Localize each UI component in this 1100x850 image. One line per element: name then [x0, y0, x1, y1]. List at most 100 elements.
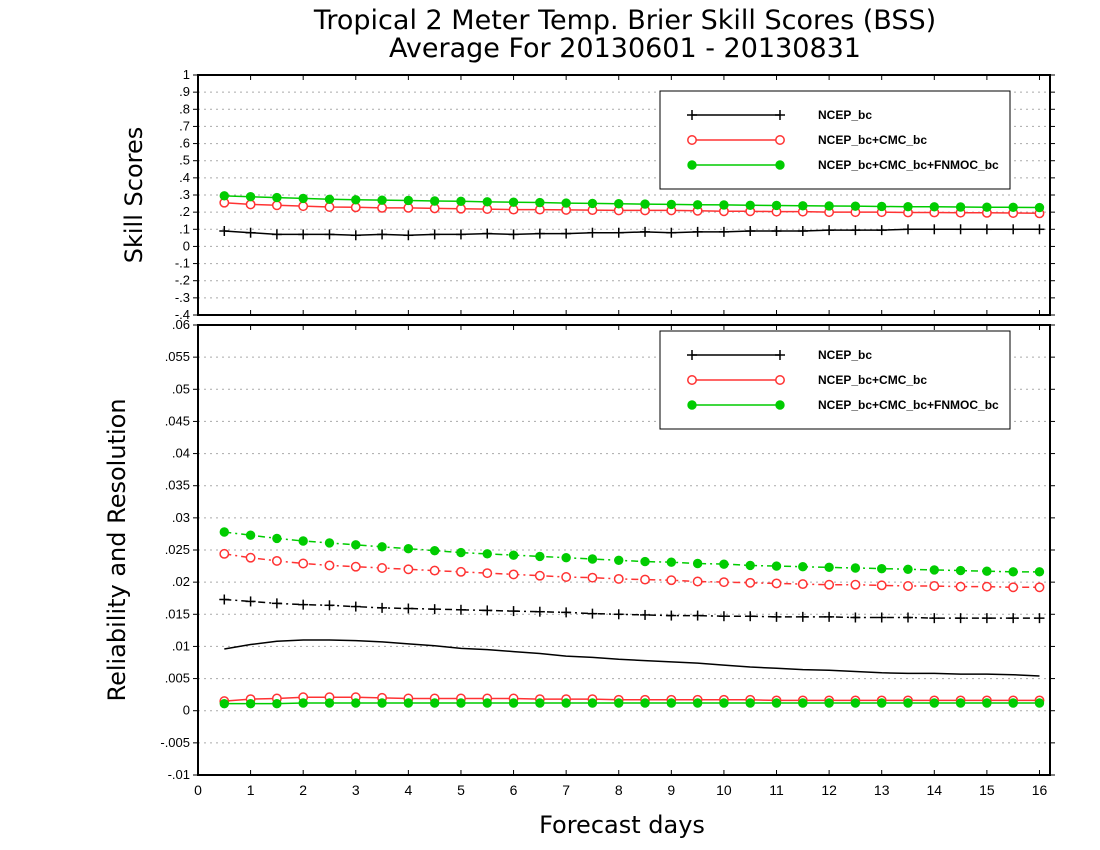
data-point: [640, 199, 650, 209]
data-point: [1008, 202, 1018, 213]
data-point: [745, 577, 756, 588]
data-point: [271, 200, 282, 211]
x-tick-label: 3: [352, 782, 360, 798]
data-point: [245, 698, 256, 709]
data-point: [640, 698, 650, 708]
data-point: [955, 698, 966, 708]
y-tick-label: .4: [179, 170, 190, 185]
data-point: [561, 572, 572, 582]
y-tick-label: .6: [179, 136, 190, 151]
legend-label: NCEP_bc: [818, 348, 872, 362]
data-point: [929, 565, 939, 575]
x-tick-label: 6: [510, 782, 518, 798]
data-point: [298, 698, 308, 708]
data-point: [429, 545, 440, 556]
data-point: [508, 698, 519, 708]
data-point: [850, 579, 861, 590]
y-tick-label: .04: [172, 446, 190, 461]
data-point: [298, 536, 308, 546]
y-tick-label: .1: [179, 221, 190, 236]
series-line: [224, 598, 1040, 619]
x-tick-label: 2: [299, 782, 307, 798]
series-line: [224, 702, 1040, 705]
data-point: [640, 556, 650, 567]
data-point: [219, 527, 229, 537]
data-point: [850, 201, 861, 211]
data-point: [614, 199, 624, 209]
y-tick-label: .045: [165, 413, 190, 428]
x-tick-label: 16: [1032, 782, 1048, 798]
data-point: [508, 197, 519, 207]
data-point: [692, 200, 703, 210]
data-point: [903, 581, 913, 591]
panel-top: 1 .9 .8 .7 .6 .5 .4 .3 .2 .1 0 -.1 -.2 -.3 -.4 Skill Sc…: [120, 67, 1055, 322]
legend-label: NCEP_bc+CMC_bc: [818, 133, 927, 147]
x-tick-label: 10: [716, 782, 732, 798]
data-point: [877, 698, 887, 708]
data-point: [1008, 582, 1019, 593]
data-point: [982, 202, 992, 212]
data-point: [981, 581, 992, 592]
y-tick-label: .8: [179, 101, 190, 116]
data-point: [403, 195, 414, 206]
data-point: [850, 563, 861, 573]
data-point: [403, 544, 414, 554]
data-point: [219, 191, 229, 201]
y-tick-label: 1: [183, 67, 190, 82]
panel-bottom: .06 .055 .05 .045 .04 .035 .03 .025 .02 .015 .01 .0…: [103, 317, 1055, 839]
data-point: [1008, 567, 1018, 577]
y-tick-label: .055: [165, 349, 190, 364]
data-point: [272, 698, 282, 709]
data-point: [350, 561, 361, 572]
data-point: [771, 200, 782, 211]
data-point: [482, 549, 492, 559]
y-tick-label: .05: [172, 381, 190, 396]
data-point: [955, 581, 966, 592]
data-point: [955, 565, 966, 576]
series-line: [224, 639, 1040, 677]
data-point: [877, 563, 887, 574]
data-point: [298, 193, 308, 204]
data-point: [272, 533, 282, 544]
y-axis-title: Reliability and Resolution: [103, 398, 131, 701]
data-point: [245, 552, 256, 563]
legend-marker: [687, 375, 697, 385]
y-tick-label: 0: [183, 238, 190, 253]
data-point: [377, 202, 388, 213]
legend-marker: [775, 375, 785, 385]
data-point: [824, 201, 834, 211]
data-point: [1034, 567, 1045, 577]
x-tick-label: 14: [927, 782, 943, 798]
data-point: [429, 196, 440, 206]
data-point: [798, 698, 808, 708]
legend-marker: [775, 400, 785, 410]
data-point: [245, 530, 256, 540]
data-point: [429, 698, 440, 708]
data-point: [613, 573, 624, 584]
data-point: [798, 562, 808, 572]
y-tick-label: .03: [172, 510, 190, 525]
series-line: [224, 696, 1040, 702]
legend-label: NCEP_bc+CMC_bc+FNMOC_bc: [818, 398, 999, 412]
legend-label: NCEP_bc+CMC_bc+FNMOC_bc: [818, 158, 999, 172]
data-point: [798, 201, 808, 211]
data-point: [587, 198, 598, 209]
x-tick-label: 8: [615, 782, 623, 798]
y-axis-title: Skill Scores: [120, 127, 148, 264]
data-point: [351, 540, 361, 550]
y-tick-label: .2: [179, 204, 190, 219]
data-point: [535, 551, 545, 562]
data-point: [377, 195, 387, 205]
y-tick-label: .06: [172, 317, 190, 332]
data-point: [561, 553, 571, 563]
y-tick-label: .015: [165, 606, 190, 621]
x-tick-label: 13: [874, 782, 890, 798]
legend: NCEP_bc NCEP_bc+CMC_bc NCEP_bc+CMC_bc+FNMO…: [659, 330, 1011, 430]
legend-marker: [687, 135, 697, 145]
data-point: [298, 201, 309, 212]
data-point: [456, 547, 466, 558]
data-point: [877, 201, 887, 212]
data-point: [508, 550, 519, 560]
x-tick-label: 5: [457, 782, 465, 798]
